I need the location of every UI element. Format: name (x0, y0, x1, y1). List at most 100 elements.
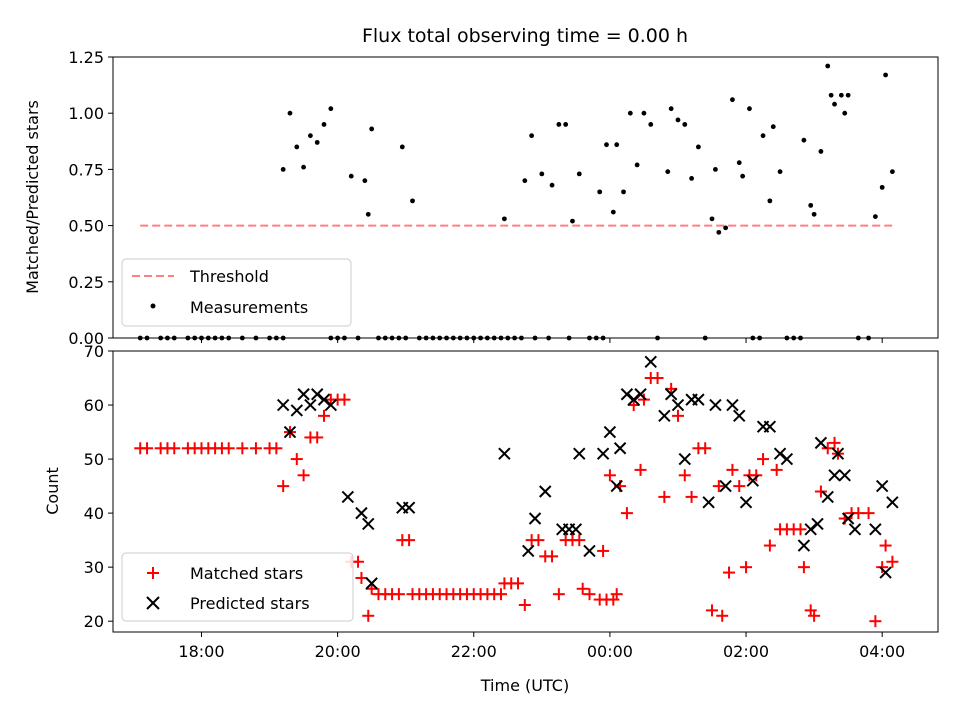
matched-star-marker (573, 534, 586, 547)
matched-star-marker (270, 442, 283, 455)
matched-star-marker (518, 598, 531, 611)
measurement-point (287, 110, 293, 116)
matched-star-marker (678, 469, 691, 482)
matched-star-marker (740, 561, 753, 574)
top-y-tick-label: 0.25 (68, 273, 104, 292)
measurement-point (529, 133, 535, 139)
measurement-point (576, 171, 582, 177)
legend-predicted-label: Predicted stars (190, 594, 310, 613)
bottom-y-tick-label: 40 (84, 504, 104, 523)
legend-threshold-label: Threshold (189, 267, 269, 286)
measurement-point (321, 122, 327, 127)
measurement-point (801, 137, 807, 143)
predicted-star-marker (276, 398, 290, 412)
measurement-point (501, 216, 507, 222)
predicted-star-marker (341, 490, 355, 504)
bottom-y-tick-label: 60 (84, 396, 104, 415)
matched-star-marker (236, 442, 249, 455)
predicted-star-marker (324, 398, 338, 412)
measurement-point (760, 133, 766, 139)
predicted-star-marker (811, 517, 824, 531)
matched-star-marker (723, 566, 736, 579)
predicted-star-marker (634, 388, 647, 401)
predicted-star-marker (841, 512, 855, 525)
measurement-point (740, 173, 746, 179)
matched-star-marker (699, 442, 712, 455)
measurement-point (842, 110, 848, 116)
predicted-star-marker (539, 485, 552, 498)
predicted-star-marker (848, 523, 862, 536)
chart-title: Flux total observing time = 0.00 h (362, 25, 688, 47)
bottom-axes-frame (112, 350, 939, 633)
measurement-point (410, 198, 415, 204)
measurement-point (736, 160, 742, 166)
matched-star-marker (671, 409, 684, 422)
predicted-star-marker (610, 479, 623, 493)
matched-star-marker (576, 582, 589, 595)
measurement-point (280, 167, 286, 172)
predicted-star-marker (402, 501, 416, 514)
predicted-star-marker (828, 469, 841, 482)
predicted-star-marker (831, 447, 845, 460)
bottom-y-tick-label: 30 (84, 558, 104, 577)
predicted-star-marker (763, 420, 777, 433)
measurement-point (832, 101, 837, 107)
matched-star-marker (552, 588, 565, 601)
predicted-star-marker (879, 566, 892, 579)
measurement-point (522, 178, 528, 184)
legend-measurements-label: Measurements (190, 298, 308, 317)
matched-star-marker (494, 588, 507, 601)
measurement-point (668, 106, 674, 112)
measurement-point (709, 216, 715, 222)
matched-star-marker (797, 561, 810, 574)
measurement-point (825, 63, 831, 69)
measurement-point (730, 97, 735, 103)
predicted-star-marker (573, 447, 586, 460)
matched-star-marker (532, 534, 545, 547)
matched-star-marker (828, 436, 841, 449)
matched-star-marker (311, 431, 324, 444)
predicted-star-marker (733, 409, 746, 423)
x-tick-label: 00:00 (587, 642, 633, 661)
legend-measurements-swatch (150, 303, 156, 309)
measurement-point (563, 122, 569, 127)
measurement-point (838, 92, 844, 98)
bottom-y-tick-label: 50 (84, 450, 104, 469)
predicted-star-marker (780, 452, 794, 466)
top-y-tick-label: 0.75 (68, 160, 104, 179)
measurement-point (675, 117, 681, 123)
matched-star-marker (512, 577, 525, 590)
predicted-star-marker (362, 517, 375, 531)
measurement-point (716, 229, 722, 235)
x-tick-label: 02:00 (723, 642, 769, 661)
measurement-point (365, 211, 371, 217)
matched-star-marker (821, 442, 834, 455)
predicted-star-marker (875, 479, 889, 493)
measurement-point (294, 144, 300, 150)
x-axis-label: Time (UTC) (480, 676, 569, 695)
matched-star-marker (249, 442, 262, 455)
predicted-star-marker (297, 388, 310, 401)
predicted-star-marker (838, 469, 851, 482)
predicted-star-marker (739, 496, 753, 509)
measurement-point (399, 144, 405, 150)
matched-star-marker (297, 469, 310, 482)
measurement-point (889, 169, 895, 175)
matched-star-marker (726, 463, 739, 476)
measurement-point (808, 202, 814, 208)
predicted-star-marker (304, 398, 317, 412)
measurement-point (777, 169, 783, 175)
top-y-tick-label: 1.00 (68, 104, 104, 123)
top-y-tick-label: 1.25 (68, 48, 104, 67)
matched-star-marker (685, 490, 698, 503)
predicted-star-marker (583, 544, 596, 558)
matched-star-marker (392, 588, 405, 601)
measurement-point (539, 171, 545, 177)
bottom-y-axis-label: Count (43, 467, 62, 515)
matched-star-marker (757, 453, 770, 466)
matched-star-marker (637, 393, 650, 406)
matched-star-marker (733, 480, 746, 493)
matched-star-marker (352, 555, 365, 568)
bottom-y-tick-label: 70 (84, 342, 104, 361)
matched-star-marker (634, 463, 647, 476)
